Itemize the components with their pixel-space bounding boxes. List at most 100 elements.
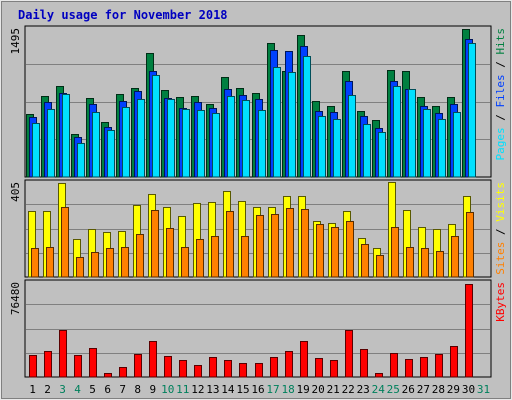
day-label-2: 2 xyxy=(44,383,51,396)
bar-kbytes-day-12 xyxy=(194,365,202,378)
chart-title: Daily usage for November 2018 xyxy=(18,8,228,22)
bar-pages-day-25 xyxy=(393,86,401,178)
bar-pages-day-1 xyxy=(32,123,40,178)
day-label-16: 16 xyxy=(251,383,264,396)
day-label-5: 5 xyxy=(89,383,96,396)
bar-kbytes-day-26 xyxy=(405,359,413,378)
legend-kbytes: KBytes xyxy=(494,282,507,322)
day-label-14: 14 xyxy=(221,383,235,396)
bar-kbytes-day-23 xyxy=(360,349,368,378)
day-label-31: 31 xyxy=(477,383,490,396)
legend-pages: Pages xyxy=(494,127,507,160)
bar-pages-day-12 xyxy=(197,110,205,178)
bar-kbytes-day-11 xyxy=(179,360,187,378)
bar-kbytes-day-14 xyxy=(224,360,232,378)
bar-kbytes-day-1 xyxy=(29,355,37,378)
bar-pages-day-21 xyxy=(333,119,341,178)
bar-kbytes-day-24 xyxy=(375,373,383,378)
bar-sites-day-13 xyxy=(211,236,219,278)
bar-sites-day-23 xyxy=(361,244,369,278)
day-label-9: 9 xyxy=(149,383,156,396)
legend-hits: Hits xyxy=(494,28,507,55)
legend-files: Files xyxy=(494,74,507,107)
bar-pages-day-5 xyxy=(92,112,100,178)
bar-pages-day-16 xyxy=(258,110,266,178)
day-label-20: 20 xyxy=(311,383,324,396)
bar-sites-day-16 xyxy=(256,215,264,278)
bar-sites-day-4 xyxy=(76,257,84,278)
day-label-8: 8 xyxy=(134,383,141,396)
bar-sites-day-5 xyxy=(91,252,99,278)
bar-pages-day-27 xyxy=(423,109,431,178)
legend: Sites / Visits xyxy=(494,182,507,275)
bar-kbytes-day-4 xyxy=(74,355,82,378)
legend-visits: Visits xyxy=(494,182,507,222)
legend: KBytes xyxy=(494,282,507,322)
day-label-17: 17 xyxy=(266,383,279,396)
bar-sites-day-2 xyxy=(46,247,54,278)
bar-kbytes-day-2 xyxy=(44,351,52,378)
day-label-28: 28 xyxy=(432,383,445,396)
bar-kbytes-day-8 xyxy=(134,354,142,378)
scale-label: 76480 xyxy=(9,282,22,315)
bar-pages-day-20 xyxy=(318,116,326,178)
bar-pages-day-23 xyxy=(363,124,371,178)
bar-sites-day-21 xyxy=(331,227,339,278)
day-label-27: 27 xyxy=(417,383,430,396)
legend-sites: Sites xyxy=(494,242,507,275)
bar-kbytes-day-7 xyxy=(119,367,127,378)
panel-visits-sites: 405 Sites / Visits xyxy=(9,179,507,278)
day-label-7: 7 xyxy=(119,383,126,396)
bar-kbytes-day-10 xyxy=(164,356,172,378)
legend: Pages / Files / Hits xyxy=(494,28,507,161)
bar-sites-day-19 xyxy=(301,209,309,278)
day-label-24: 24 xyxy=(372,383,386,396)
bar-sites-day-7 xyxy=(121,247,129,278)
bar-pages-day-30 xyxy=(468,43,476,178)
panel-kbytes: 76480 KBytes xyxy=(9,279,507,378)
bar-sites-day-18 xyxy=(286,208,294,278)
bar-sites-day-1 xyxy=(31,248,39,278)
bar-sites-day-29 xyxy=(451,236,459,278)
day-label-15: 15 xyxy=(236,383,249,396)
bar-pages-day-17 xyxy=(273,67,281,178)
bar-pages-day-28 xyxy=(438,119,446,178)
bar-sites-day-9 xyxy=(151,210,159,278)
bar-kbytes-day-15 xyxy=(239,363,247,378)
bar-sites-day-17 xyxy=(271,214,279,278)
bar-pages-day-3 xyxy=(62,94,70,178)
bar-kbytes-day-20 xyxy=(315,358,323,378)
bar-pages-day-18 xyxy=(288,72,296,178)
bar-sites-day-14 xyxy=(226,211,234,278)
day-label-11: 11 xyxy=(176,383,189,396)
bar-pages-day-24 xyxy=(378,132,386,178)
bar-pages-day-8 xyxy=(137,99,145,178)
bar-pages-day-26 xyxy=(408,89,416,178)
x-axis-day-labels: 1 2 3 4 5 6 7 8 9 10 11 12 13 14 15 16 17 18 19 20 21 22 23 24 2… xyxy=(29,383,490,396)
bar-pages-day-15 xyxy=(242,100,250,178)
legend-separator: / xyxy=(494,108,507,128)
scale-label: 1495 xyxy=(9,28,22,55)
bar-pages-day-2 xyxy=(47,109,55,178)
bar-kbytes-day-17 xyxy=(270,357,278,378)
bar-kbytes-day-27 xyxy=(420,357,428,378)
bar-kbytes-day-30 xyxy=(465,284,473,378)
day-label-10: 10 xyxy=(161,383,174,396)
bar-pages-day-22 xyxy=(348,95,356,178)
bar-pages-day-7 xyxy=(122,107,130,178)
bar-pages-day-9 xyxy=(152,75,160,178)
bar-sites-day-3 xyxy=(61,207,69,278)
day-label-25: 25 xyxy=(387,383,400,396)
bar-kbytes-day-9 xyxy=(149,341,157,378)
bar-kbytes-day-19 xyxy=(300,341,308,378)
bar-kbytes-day-16 xyxy=(255,363,263,378)
day-label-18: 18 xyxy=(281,383,294,396)
bar-kbytes-day-22 xyxy=(345,330,353,378)
day-label-13: 13 xyxy=(206,383,219,396)
legend-separator: / xyxy=(494,55,507,75)
bar-pages-day-29 xyxy=(453,112,461,178)
bar-sites-day-20 xyxy=(316,224,324,278)
bar-pages-day-14 xyxy=(227,96,235,178)
